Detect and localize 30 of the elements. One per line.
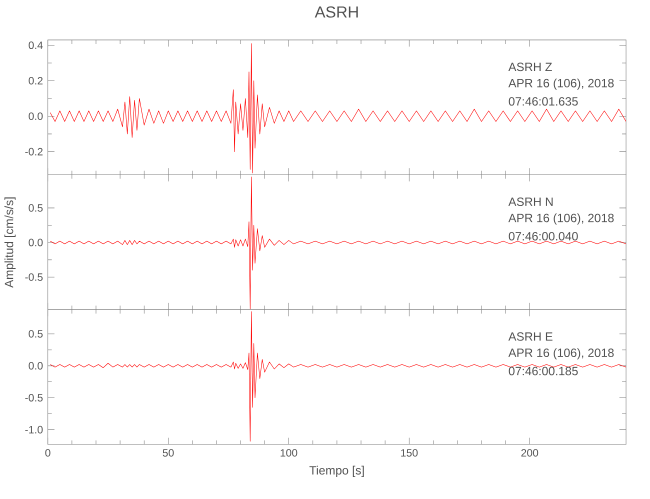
y-tick-label: -0.2 [25, 148, 43, 156]
annotation: APR 16 (106), 2018 [508, 213, 614, 224]
x-tick-label: 200 [521, 448, 538, 456]
y-tick-label: 0.0 [28, 362, 43, 370]
chart-title: ASRH [314, 6, 358, 18]
y-axis-title: Amplitud [cm/s/s] [4, 197, 16, 288]
y-tick-label: -1.0 [25, 426, 43, 434]
y-tick-label: 0.0 [28, 112, 43, 120]
x-axis-title: Tiempo [s] [309, 466, 364, 477]
x-tick-label: 100 [280, 448, 298, 456]
annotation: 07:46:00.040 [508, 232, 578, 240]
x-tick-label: 150 [401, 448, 418, 456]
line-series [50, 43, 626, 174]
annotation: ASRH Z [508, 62, 552, 71]
y-tick-label: 0.5 [28, 330, 43, 338]
y-tick-label: -0.5 [25, 394, 43, 402]
y-tick-label: -0.5 [25, 273, 43, 281]
y-tick-label: 0.0 [28, 238, 43, 246]
annotation: ASRH E [508, 332, 552, 341]
annotation: 07:46:01.635 [508, 97, 578, 106]
annotation: 07:46:00.185 [508, 366, 578, 376]
x-tick-label: 50 [162, 448, 174, 456]
y-tick-label: 0.2 [28, 76, 43, 84]
annotation: APR 16 (106), 2018 [508, 78, 614, 90]
y-tick-label: 0.4 [28, 41, 43, 49]
annotation: ASRH N [508, 197, 553, 206]
annotation: APR 16 (106), 2018 [508, 348, 614, 360]
line-series [50, 311, 626, 442]
x-tick-label: 0 [45, 448, 50, 456]
y-tick-label: 0.5 [28, 204, 43, 212]
